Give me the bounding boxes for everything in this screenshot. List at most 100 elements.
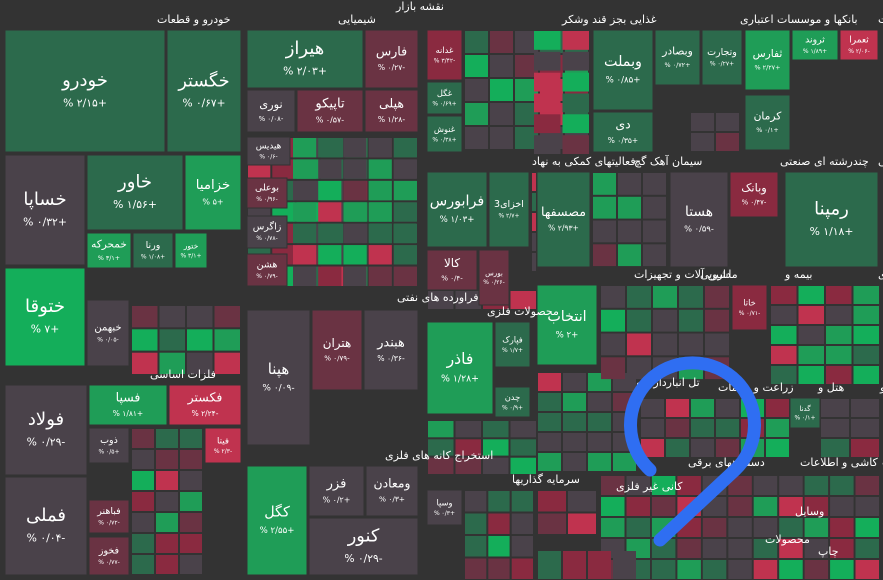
stock-change: +۰/۱ % — [794, 415, 815, 422]
sector-header: فلزات اساسی — [150, 368, 216, 381]
stock-cell — [4, 29, 166, 153]
filler-tile — [716, 439, 739, 457]
filler-tile — [601, 309, 625, 332]
stock-change: -۰/۷۱ % — [739, 310, 760, 317]
filler-tile — [510, 421, 536, 438]
filler-tile — [666, 399, 689, 417]
filler-tile — [691, 133, 714, 151]
stock-cell — [246, 309, 311, 446]
filler-tile — [180, 513, 202, 532]
sector-header: بیمه و — [784, 268, 812, 281]
filler-tile — [702, 560, 727, 579]
filler-tile — [132, 471, 154, 490]
stock-label: هپنا — [268, 360, 290, 379]
stock-change: +۰/۲ % — [323, 496, 351, 505]
filler-tile — [293, 223, 317, 244]
stock-change: +۰/۳ % — [434, 510, 455, 517]
stock-cell — [246, 177, 288, 209]
filler-tile — [753, 497, 778, 516]
filler-tile — [428, 439, 454, 456]
filler-tile — [483, 457, 509, 474]
filler-tile — [156, 471, 178, 490]
filler-tile — [511, 558, 533, 579]
filler-tile — [563, 413, 586, 431]
filler-tile — [855, 497, 879, 516]
filler-tile — [132, 450, 154, 469]
filler-tile — [483, 421, 509, 438]
stock-cell — [426, 321, 494, 415]
stock-change: +۲/۵۵ % — [260, 526, 295, 536]
stock-cell — [308, 465, 365, 517]
stock-cell — [536, 171, 591, 268]
filler-tile — [705, 286, 729, 308]
stock-cell — [701, 29, 743, 86]
filler-tile — [465, 491, 487, 512]
filler-tile — [830, 518, 854, 537]
stock-label: ومعادن — [374, 476, 411, 492]
filler-tile — [428, 457, 454, 474]
stock-label: وتجارت — [707, 47, 737, 58]
filler-tile — [318, 266, 342, 286]
stock-change: +۱/۵۶ % — [113, 198, 157, 211]
filler-tile — [393, 245, 417, 265]
filler-tile — [826, 306, 852, 324]
filler-tile — [593, 244, 616, 267]
filler-tile — [588, 453, 611, 471]
stock-label: غدانه — [436, 45, 454, 55]
stock-cell — [4, 476, 88, 576]
sector-header: محصولات — [765, 533, 810, 546]
filler-tile — [343, 245, 367, 265]
filler-tile — [679, 333, 703, 356]
stock-change: +۰/۳۵ % — [608, 136, 638, 145]
sector-header: کاشی و — [841, 456, 879, 469]
stock-cell — [88, 427, 130, 464]
stock-label: کرمان — [754, 110, 783, 123]
filler-tile — [705, 333, 729, 356]
filler-tile — [156, 555, 178, 574]
filler-tile — [187, 306, 213, 328]
logo — [624, 356, 761, 547]
filler-tile — [368, 245, 392, 265]
filler-tile — [318, 223, 342, 244]
sector-header: سرمایه گذاریها — [512, 473, 580, 486]
filler-tile — [393, 202, 417, 222]
stock-cell — [363, 309, 419, 391]
stock-label: فخوز — [98, 545, 119, 556]
stock-change: -۰/۹۶ % — [256, 196, 277, 203]
stock-label: وبانک — [741, 181, 767, 196]
stock-cell — [654, 29, 701, 86]
filler-tile — [563, 393, 586, 411]
sector-header: کانی غیر فلزی — [616, 480, 683, 493]
stock-label: فولاد — [28, 409, 64, 430]
filler-tile — [515, 55, 538, 77]
filler-tile — [538, 373, 561, 391]
stock-label: ثعمرا — [849, 36, 869, 46]
stock-change: +۲/۱۵ % — [63, 97, 107, 110]
filler-tile — [679, 286, 703, 308]
filler-tile — [318, 159, 342, 179]
filler-tile — [821, 439, 849, 457]
filler-tile — [851, 399, 879, 417]
filler-tile — [804, 539, 829, 558]
sector-header: دستگاههای برقی — [688, 456, 765, 469]
stock-cell — [204, 427, 242, 464]
stock-change: +۰/۵ % — [98, 449, 119, 456]
filler-tile — [779, 476, 803, 495]
filler-tile — [601, 476, 625, 495]
stock-change: +۲/۷ % — [498, 213, 519, 220]
filler-tile — [534, 51, 561, 71]
stock-cell — [729, 171, 779, 218]
filler-tile — [779, 518, 803, 537]
stock-label: هستا — [685, 204, 713, 220]
stock-change: -۰/۰۸ % — [259, 115, 284, 123]
filler-tile — [562, 72, 589, 92]
stock-label: وبصادر — [661, 45, 693, 58]
filler-tile — [679, 309, 703, 332]
filler-tile — [393, 138, 417, 158]
stock-change: +۱/۸۹ % — [803, 48, 827, 55]
filler-tile — [534, 135, 561, 154]
stock-label: غگل — [437, 88, 453, 98]
stock-cell — [478, 249, 510, 306]
filler-tile — [156, 492, 178, 511]
filler-tile — [393, 159, 417, 179]
